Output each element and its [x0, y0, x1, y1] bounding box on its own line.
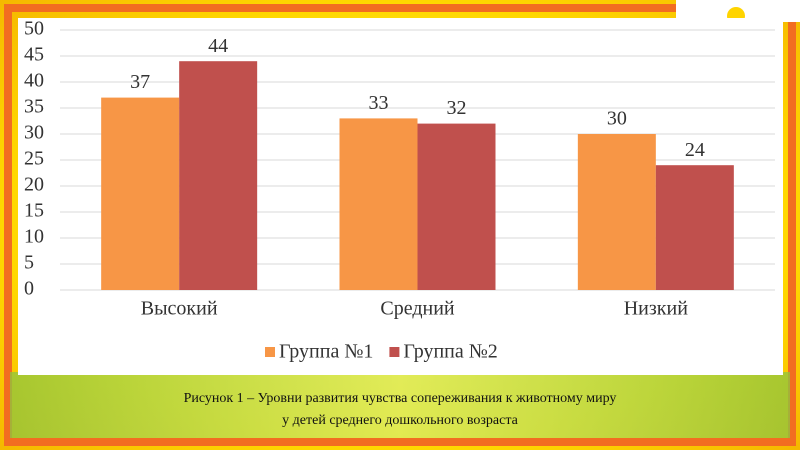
chart: 0 5 10 15 20 25 30 35 40 45 50 Высокий 37 44 Средний 33…: [24, 18, 775, 363]
bar: [655, 165, 734, 290]
data-label: 33: [369, 92, 389, 114]
data-label: 30: [607, 108, 627, 130]
caption-line: у детей среднего дошкольного возраста: [282, 413, 518, 428]
legend-swatch: [389, 347, 400, 357]
y-tick-label: 50: [24, 18, 44, 40]
caption-background: [10, 372, 790, 438]
bar: [417, 123, 496, 290]
legend-label: Группа №2: [403, 341, 497, 363]
data-label: 37: [130, 71, 150, 93]
bar: [101, 97, 180, 290]
legend-label: Группа №1: [279, 341, 373, 363]
y-tick-label: 25: [24, 148, 44, 170]
y-tick-label: 45: [24, 44, 44, 66]
y-tick-label: 40: [24, 70, 44, 92]
y-tick-label: 20: [24, 174, 44, 196]
y-tick-label: 35: [24, 96, 44, 118]
y-tick-label: 10: [24, 226, 44, 248]
legend-swatch: [265, 347, 275, 357]
bar: [577, 134, 656, 290]
x-tick-label: Высокий: [141, 298, 218, 320]
data-label: 24: [685, 139, 705, 161]
y-tick-label: 5: [24, 252, 34, 274]
x-tick-label: Низкий: [624, 298, 688, 320]
caption-line: Рисунок 1 – Уровни развития чувства сопе…: [184, 391, 617, 406]
data-label: 44: [208, 35, 228, 57]
y-tick-label: 15: [24, 200, 44, 222]
frame: [4, 4, 796, 446]
bar: [179, 61, 258, 291]
x-tick-label: Средний: [380, 298, 455, 320]
y-tick-label: 0: [24, 278, 34, 300]
y-tick-label: 30: [24, 122, 44, 144]
bar: [339, 118, 418, 291]
data-label: 32: [447, 97, 467, 119]
